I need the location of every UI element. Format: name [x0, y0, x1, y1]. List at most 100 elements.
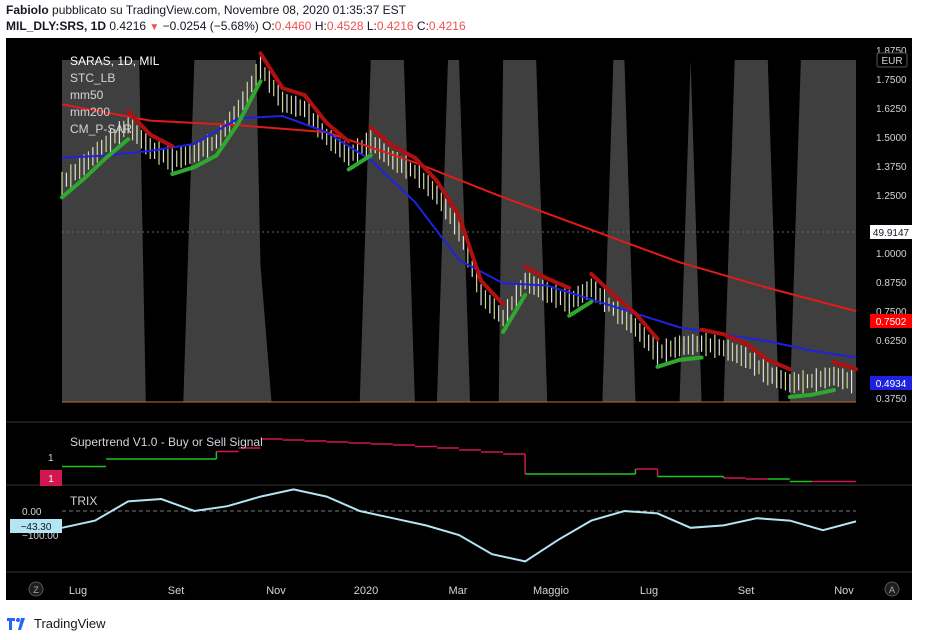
psar-down-segment	[831, 360, 858, 372]
price-tick-label: 0.6250	[876, 336, 907, 347]
psar-down-segment	[457, 213, 484, 283]
price-tick-label: 1.0000	[876, 249, 907, 260]
psar-down-segment	[434, 179, 461, 218]
footer-brand[interactable]: TradingView	[34, 615, 106, 631]
publish-line: Fabiolo pubblicato su TradingView.com, N…	[6, 2, 466, 18]
timezone-button[interactable]	[28, 581, 44, 597]
x-tick-label: Lug	[69, 585, 87, 597]
chart-svg[interactable]: 1.8750 1.7500 1.6250 1.5000 1.3750 1.2500 1.00…	[6, 38, 912, 600]
psar-down-segment	[368, 125, 395, 149]
psar-down-segment	[699, 327, 726, 337]
close-value: 0.4216	[428, 19, 466, 33]
psar-up-segment	[60, 176, 87, 200]
psar-down-segment	[126, 109, 153, 137]
mm200-line	[61, 103, 857, 313]
supertrend-badge	[40, 470, 62, 486]
chart-area[interactable]: 1.8750 1.7500 1.6250 1.5000 1.3750 1.2500 1.00…	[6, 38, 912, 600]
trix-pane[interactable]	[6, 484, 912, 563]
x-tick-label: Set	[168, 585, 185, 597]
currency-box	[876, 52, 908, 68]
open-label: O:	[262, 19, 275, 33]
psar-down-segment	[743, 341, 770, 362]
trix-title: TRIX	[70, 494, 97, 508]
price-tick-label: 1.5000	[876, 133, 907, 144]
stc-badge-text: 49.9147	[873, 228, 910, 239]
main-price-pane[interactable]	[6, 38, 912, 600]
author-name[interactable]: Fabiolo	[6, 3, 49, 17]
timezone-icon: Z	[33, 585, 39, 595]
psar-down-segment	[390, 144, 417, 160]
psar-down-segment	[589, 271, 616, 297]
x-tick-label: Nov	[266, 585, 286, 597]
psar-up-segment	[567, 299, 594, 318]
price-tick-label: 1.6250	[876, 104, 907, 115]
x-tick-label: Lug	[640, 585, 658, 597]
x-tick-label: Nov	[834, 585, 854, 597]
price-badge	[870, 376, 912, 390]
trix-tick-label: 0.00	[22, 507, 42, 518]
psar-down-segment	[633, 311, 660, 341]
ohlc-line: MIL_DLY:SRS, 1D 0.4216 ▼ −0.0254 (−5.68%…	[6, 18, 466, 36]
symbol-label: MIL_DLY:SRS, 1D	[6, 19, 107, 33]
open-value: 0.4460	[274, 19, 312, 33]
psar-up-segment	[809, 388, 836, 397]
x-tick-label: Set	[738, 585, 755, 597]
psar-down-segment	[280, 86, 307, 98]
trix-tick-label: −100.00	[22, 531, 59, 542]
psar-down-segment	[765, 357, 792, 372]
footer: TradingView	[6, 612, 106, 634]
low-value: 0.4216	[376, 19, 414, 33]
psar-up-segment	[787, 392, 814, 400]
psar-down-segment	[523, 264, 550, 281]
x-tick-label: Maggio	[533, 585, 569, 597]
price-tick-label: 0.8750	[876, 278, 907, 289]
last-price: 0.4216	[109, 19, 147, 33]
close-label: C:	[416, 19, 429, 33]
psar-up-segment	[104, 137, 131, 160]
price-tick-label: 0.7500	[876, 307, 907, 318]
legend-title: SARAS, 1D, MIL	[70, 54, 160, 68]
auto-scale-icon: A	[889, 585, 895, 595]
psar-down-segment	[545, 276, 572, 290]
mm200-badge-text: 0.7502	[876, 317, 907, 328]
psar-up-segment	[501, 292, 528, 334]
supertrend-title: Supertrend V1.0 - Buy or Sell Signal	[70, 435, 263, 449]
psar-down-segment	[721, 332, 748, 346]
tradingview-logo-icon	[7, 618, 25, 630]
legend-item-stc[interactable]: STC_LB	[70, 71, 115, 85]
psar-down-segment	[324, 120, 351, 144]
psar-down-segment	[302, 93, 329, 125]
publish-info: pubblicato su TradingView.com, Novembre …	[52, 3, 407, 17]
psar-up-segment	[82, 155, 109, 181]
trix-line	[61, 488, 857, 563]
psar-up-segment	[170, 165, 197, 177]
psar-up-segment	[236, 79, 263, 125]
chart-header: Fabiolo pubblicato su TradingView.com, N…	[6, 2, 466, 36]
price-badge-text: 0.4934	[876, 379, 907, 390]
psar-down-segment	[611, 292, 638, 316]
supertrend-pane[interactable]	[6, 421, 912, 483]
price-change: −0.0254 (−5.68%)	[162, 19, 259, 33]
legend-item-mm50[interactable]: mm50	[70, 88, 104, 102]
high-value: 0.4528	[326, 19, 364, 33]
x-tick-label: 2020	[354, 585, 378, 597]
psar-up-segment	[346, 153, 373, 172]
axes: 1.8750 1.7500 1.6250 1.5000 1.3750 1.2500 1.00…	[6, 46, 912, 597]
price-tick-label: 1.2500	[876, 191, 907, 202]
psar-down-segment	[412, 155, 439, 184]
low-label: L:	[366, 19, 377, 33]
high-label: H:	[314, 19, 327, 33]
price-tick-label: 1.8750	[876, 46, 907, 57]
x-tick-label: Mar	[449, 585, 468, 597]
psar-down-segment	[479, 278, 506, 307]
price-tick-label: 1.7500	[876, 75, 907, 86]
supertrend-badge-text: 1	[48, 474, 54, 485]
auto-scale-button[interactable]	[884, 581, 900, 597]
legend-item-mm200[interactable]: mm200	[70, 105, 110, 119]
stc-badge	[870, 225, 912, 239]
trix-badge-text: −43.30	[21, 522, 52, 533]
currency-label: EUR	[881, 56, 902, 67]
mm200-badge	[870, 314, 912, 328]
legend-item-psar[interactable]: CM_P-SAR	[70, 122, 132, 136]
psar-up-segment	[655, 357, 682, 369]
